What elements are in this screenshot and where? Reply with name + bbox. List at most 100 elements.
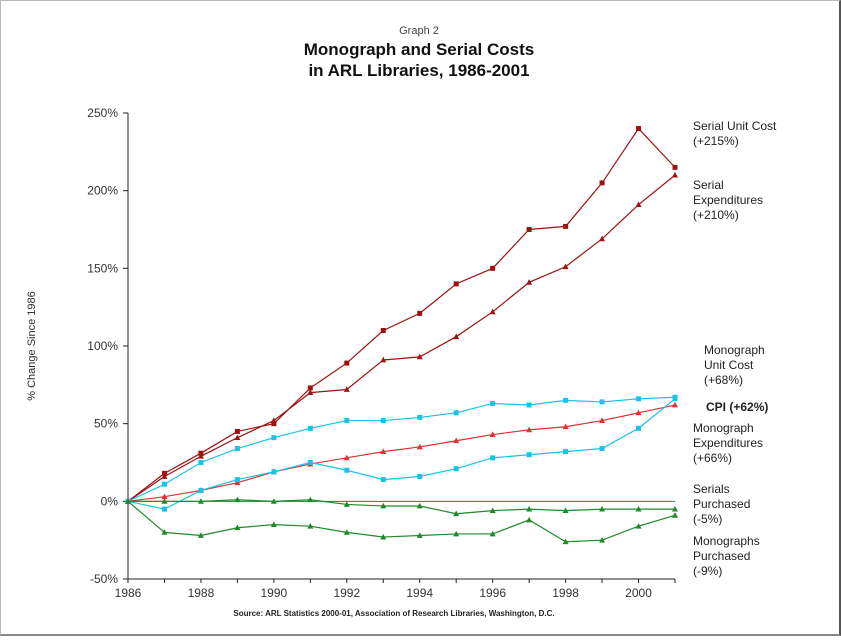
series-monographs_purchased <box>125 498 678 545</box>
serial_unit_cost-line <box>127 127 676 502</box>
y-tick-label: 0% <box>101 494 119 508</box>
monograph_unit_cost-line <box>127 396 676 502</box>
monograph_expenditures-point <box>307 460 313 465</box>
serials_purchased-point <box>526 505 533 512</box>
y-tick-label: 100% <box>87 339 118 353</box>
monographs_purchased-point <box>197 532 204 538</box>
monograph-expenditures-label: Monograph Expenditures (+66%) <box>693 421 763 465</box>
monograph_expenditures-point <box>636 425 642 431</box>
monograph_expenditures-point <box>526 452 532 458</box>
series-monograph_unit_cost <box>125 394 678 504</box>
monograph_unit_cost-point <box>526 402 532 408</box>
monograph_unit_cost-point <box>380 418 386 424</box>
monograph_unit_cost-point <box>636 396 642 402</box>
serial_unit_cost-point <box>417 310 423 316</box>
y-tick-label: -50% <box>90 572 118 586</box>
x-tick-label: 1990 <box>261 586 288 600</box>
serial_unit_cost-point <box>563 223 569 229</box>
y-axis-label: % Change Since 1986 <box>26 291 38 400</box>
serials-purchased-label-line: Purchased <box>693 497 750 511</box>
monographs_purchased-line <box>127 500 676 543</box>
monograph_expenditures-point <box>380 477 386 483</box>
monograph_unit_cost-point <box>271 435 277 441</box>
y-tick-label: 200% <box>87 184 118 198</box>
serials_purchased-point <box>343 501 350 507</box>
monograph-unit-cost-label: Monograph Unit Cost (+68%) <box>704 343 765 387</box>
monograph_expenditures-point <box>490 455 496 461</box>
monograph_unit_cost-point <box>417 414 423 420</box>
serial-unit-cost-label: Serial Unit Cost (+215%) <box>693 119 777 148</box>
cpi-point <box>343 454 350 461</box>
serials_purchased-point <box>380 502 387 509</box>
serials_purchased-point <box>161 498 168 504</box>
serials_purchased-point <box>270 498 277 504</box>
monographs_purchased-point <box>489 530 496 537</box>
serial_unit_cost-point <box>672 164 678 170</box>
monographs_purchased-point <box>453 530 460 537</box>
x-tick-label: 1992 <box>333 586 360 600</box>
serial_unit_cost-point <box>307 385 313 391</box>
monographs_purchased-point <box>562 538 569 545</box>
cpi-point <box>234 479 241 486</box>
monograph_expenditures-point <box>234 477 240 483</box>
y-tick-label: 50% <box>94 417 118 431</box>
cpi-point <box>599 417 606 423</box>
monograph_expenditures-point <box>672 396 678 402</box>
serial_unit_cost-point <box>380 327 386 333</box>
serial_unit_cost-point <box>234 428 240 434</box>
serials-purchased-label: Serials Purchased (-5%) <box>693 482 750 526</box>
serial_expenditures-point <box>343 386 350 392</box>
serials-purchased-label-line: Serials <box>693 482 730 496</box>
x-tick-label: 1998 <box>552 586 579 600</box>
monographs_purchased-point <box>526 516 533 523</box>
serial_unit_cost-point <box>599 180 605 186</box>
serial_expenditures-point <box>197 453 204 459</box>
serial_expenditures-point <box>489 308 496 315</box>
cpi-point <box>635 409 642 416</box>
serials_purchased-point <box>416 502 423 509</box>
cpi-point <box>526 426 533 433</box>
source-note: Source: ARL Statistics 2000-01, Associat… <box>233 609 554 618</box>
monographs-purchased-label: Monographs Purchased (-9%) <box>693 534 760 578</box>
graph-label: Graph 2 <box>399 25 439 37</box>
series-serials_purchased <box>125 496 678 517</box>
monographs_purchased-point <box>599 536 606 543</box>
monograph_unit_cost-point <box>599 399 605 405</box>
cpi-point <box>672 401 678 408</box>
monograph_expenditures-point <box>453 466 459 472</box>
serial-unit-cost-label-line: (+215%) <box>693 134 739 148</box>
monograph_expenditures-point <box>599 446 605 452</box>
monograph_expenditures-point <box>344 467 350 473</box>
serial_expenditures-point <box>562 263 569 270</box>
cpi-point <box>453 437 460 444</box>
monograph-unit-cost-label-line: (+68%) <box>704 373 743 387</box>
serial_unit_cost-point <box>490 265 496 271</box>
monographs_purchased-point <box>307 522 314 529</box>
serials_purchased-point <box>234 496 241 503</box>
cpi-point <box>161 493 168 500</box>
monographs-purchased-label-line: Purchased <box>693 549 750 563</box>
serial_unit_cost-point <box>453 281 459 287</box>
serial_expenditures-point <box>161 473 168 479</box>
serials-purchased-label-line: (-5%) <box>693 512 722 526</box>
series-serial_expenditures <box>125 171 678 504</box>
monograph_unit_cost-point <box>161 481 167 487</box>
serials_purchased-point <box>453 510 460 517</box>
serials_purchased-point <box>562 507 569 514</box>
monographs_purchased-point <box>635 522 642 529</box>
serials_purchased-line <box>128 499 675 515</box>
serial_expenditures-point <box>380 356 387 363</box>
monographs_purchased-point <box>270 521 277 528</box>
monograph_unit_cost-point <box>490 400 496 406</box>
serials_purchased-point <box>599 505 606 512</box>
serial_expenditures-point <box>526 279 533 285</box>
x-tick-label: 1986 <box>115 586 142 600</box>
monograph_unit_cost-point <box>453 410 459 416</box>
monograph_unit_cost-point <box>563 397 569 403</box>
serial_unit_cost-point <box>344 360 350 366</box>
monographs_purchased-point <box>234 524 241 531</box>
x-tick-label: 1996 <box>479 586 506 600</box>
serial-expenditures-label: Serial Expenditures (+210%) <box>693 178 763 222</box>
